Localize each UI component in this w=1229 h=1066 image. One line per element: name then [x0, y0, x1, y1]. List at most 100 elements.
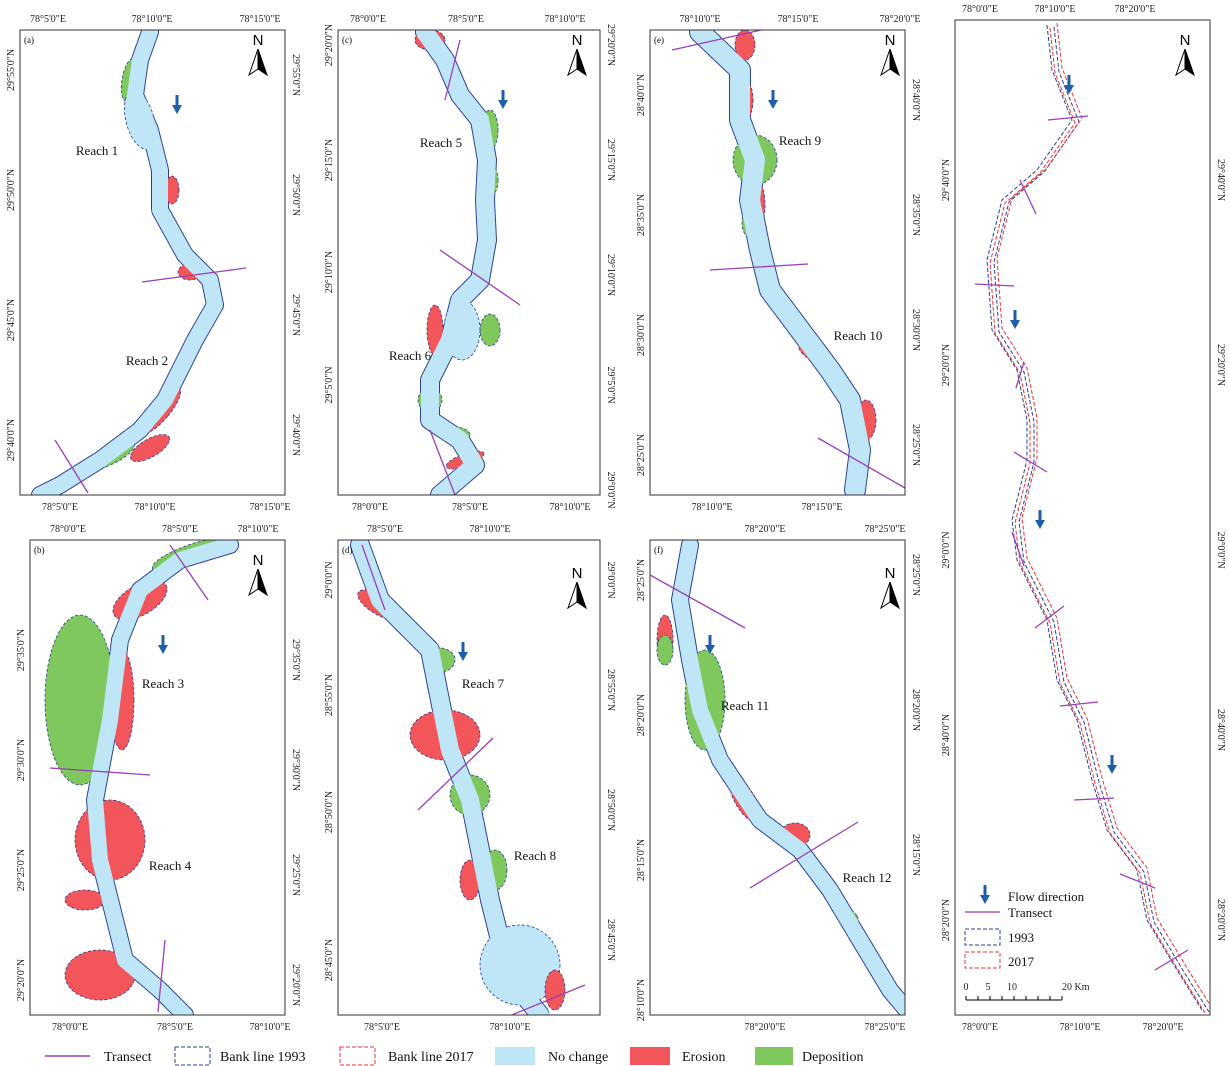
bottom-coordinate: 78°0'0"E: [962, 1022, 998, 1033]
reach-label: Reach 10: [834, 328, 883, 343]
legend-no-change: [495, 1047, 535, 1065]
north-arrow: [890, 49, 899, 75]
left-coordinate: 28°55'0"N: [324, 674, 335, 716]
left-coordinate: 29°0'0"N: [941, 531, 952, 568]
reach-label: Reach 1: [76, 143, 118, 158]
right-coordinate: 29°0'0"N: [605, 471, 616, 508]
bank-1993: [987, 25, 1202, 1010]
no-change: [680, 545, 905, 1008]
legend-label: Erosion: [682, 1050, 726, 1065]
right-coordinate: 28°25'0"N: [910, 554, 921, 596]
legend-label: Transect: [1008, 905, 1053, 920]
north-arrow: [568, 49, 577, 75]
scale-label: 0: [964, 982, 969, 993]
panel-letter: (d): [342, 545, 353, 555]
bottom-coordinate: 78°20'0"E: [745, 1022, 786, 1033]
transect: [1120, 874, 1155, 888]
bottom-coordinate: 78°5'0"E: [42, 502, 78, 513]
flow-arrow-head: [1010, 320, 1020, 329]
top-coordinate: 78°10'0"E: [132, 14, 173, 25]
left-coordinate: 28°40'0"N: [636, 74, 647, 116]
left-coordinate: 28°20'0"N: [636, 694, 647, 736]
legend-label: No change: [548, 1050, 608, 1065]
top-coordinate: 78°10'0"E: [680, 14, 721, 25]
flow-arrow-head: [980, 895, 990, 904]
bank-outline: [700, 32, 860, 490]
right-coordinate: 28°35'0"N: [910, 194, 921, 236]
reach-label: Reach 3: [142, 676, 184, 691]
panel-letter: (e): [654, 35, 664, 45]
reach-label: Reach 8: [514, 848, 556, 863]
transect: [1035, 606, 1064, 628]
top-coordinate: 78°15'0"E: [778, 14, 819, 25]
bottom-coordinate: 78°15'0"E: [802, 502, 843, 513]
panel-letter: (a): [24, 35, 34, 45]
right-coordinate: 28°50'0"N: [605, 789, 616, 831]
legend-label: Transect: [104, 1050, 152, 1065]
legend-2017: [340, 1047, 375, 1065]
north-label: N: [1180, 32, 1191, 49]
top-coordinate: 78°5'0"E: [30, 14, 66, 25]
top-coordinate: 78°0'0"E: [962, 4, 998, 15]
legend-label: Deposition: [802, 1050, 863, 1065]
top-coordinate: 78°20'0"E: [880, 14, 921, 25]
top-coordinate: 78°10'0"E: [545, 14, 586, 25]
panel: [975, 23, 1212, 1013]
reach-label: Reach 11: [721, 698, 769, 713]
right-coordinate: 28°30'0"N: [910, 309, 921, 351]
left-coordinate: 29°20'0"N: [941, 344, 952, 386]
right-coordinate: 29°5'0"N: [605, 366, 616, 403]
flow-arrow-head: [498, 100, 508, 109]
legend-label: Bank line 2017: [388, 1050, 474, 1065]
north-arrow: [1176, 49, 1185, 75]
right-coordinate: 29°0'0"N: [1215, 531, 1226, 568]
left-coordinate: 28°15'0"N: [636, 839, 647, 881]
top-coordinate: 78°20'0"E: [745, 524, 786, 535]
right-coordinate: 29°25'0"N: [290, 854, 301, 896]
top-coordinate: 78°10'0"E: [1035, 4, 1076, 15]
top-coordinate: 78°0'0"E: [50, 524, 86, 535]
north-arrow: [258, 569, 267, 595]
top-coordinate: 78°25'0"E: [865, 524, 906, 535]
right-coordinate: 28°15'0"N: [910, 834, 921, 876]
reach-label: Reach 12: [843, 870, 892, 885]
scale-label: 5: [986, 982, 991, 993]
bank-2017: [997, 23, 1212, 1008]
north-arrow: [249, 569, 258, 595]
left-coordinate: 29°40'0"N: [941, 159, 952, 201]
bottom-coordinate: 78°10'0"E: [550, 502, 591, 513]
reach-label: Reach 5: [420, 135, 462, 150]
north-label: N: [885, 565, 896, 582]
left-coordinate: 29°55'0"N: [6, 49, 17, 91]
panel-letter: (c): [342, 35, 352, 45]
bottom-coordinate: 78°10'0"E: [490, 1022, 531, 1033]
legend-label: 1993: [1008, 930, 1034, 945]
right-coordinate: 28°20'0"N: [910, 689, 921, 731]
right-coordinate: 29°40'0"N: [290, 414, 301, 456]
north-label: N: [572, 32, 583, 49]
figure: N (a) 78°5'0"E 78°10'0"E 78°15'0"E 78°5'0"E 78…: [0, 0, 1229, 1066]
left-coordinate: 28°45'0"N: [324, 939, 335, 981]
top-coordinate: 78°5'0"E: [162, 524, 198, 535]
right-coordinate: 28°55'0"N: [605, 669, 616, 711]
north-label: N: [253, 552, 264, 569]
right-coordinate: 29°40'0"N: [1215, 159, 1226, 201]
bottom-coordinate: 78°5'0"E: [157, 1022, 193, 1033]
right-coordinate: 28°45'0"N: [605, 919, 616, 961]
erosion: [65, 890, 105, 910]
top-coordinate: 78°10'0"E: [238, 524, 279, 535]
right-coordinate: 28°40'0"N: [1215, 709, 1226, 751]
legend-2017: [965, 952, 1000, 968]
left-coordinate: 29°20'0"N: [324, 24, 335, 66]
top-coordinate: 78°10'0"E: [470, 524, 511, 535]
panel: [353, 545, 585, 1030]
flow-arrow-head: [1035, 520, 1045, 529]
panel: [650, 545, 905, 1008]
right-coordinate: 29°20'0"N: [1215, 344, 1226, 386]
flow-arrow-head: [158, 645, 168, 654]
right-coordinate: 29°30'0"N: [290, 749, 301, 791]
left-coordinate: 28°10'0"N: [636, 979, 647, 1021]
bottom-coordinate: 78°0'0"E: [352, 502, 388, 513]
bank-outline: [680, 545, 905, 1008]
top-coordinate: 78°5'0"E: [448, 14, 484, 25]
